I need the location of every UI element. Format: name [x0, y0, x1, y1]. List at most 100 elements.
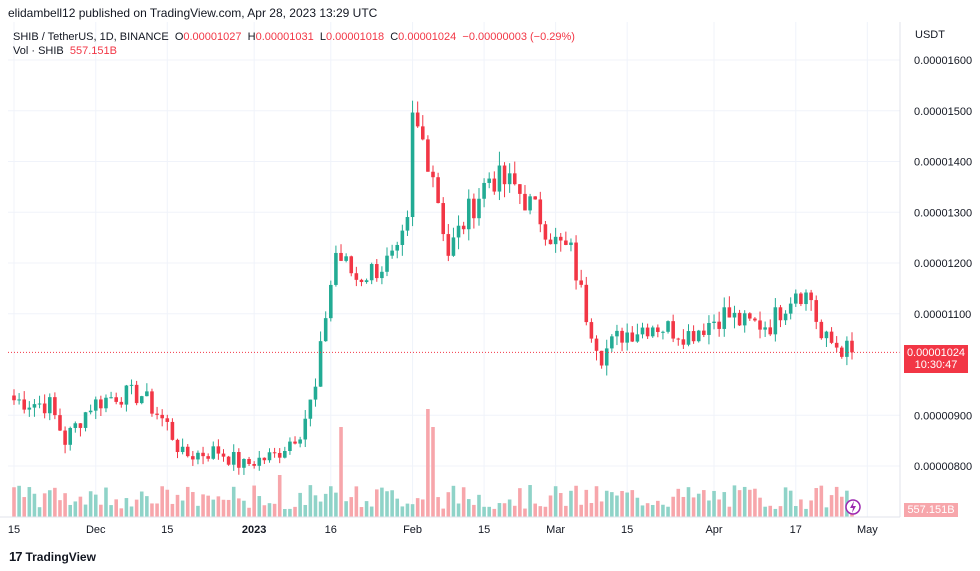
candle-body	[349, 256, 354, 274]
published-caption: elidambell12 published on TradingView.co…	[8, 6, 378, 20]
candle-body	[615, 330, 619, 337]
candle-body	[466, 198, 471, 230]
volume-bar	[420, 499, 425, 517]
candle-body	[472, 198, 476, 219]
candle-body	[696, 330, 701, 342]
candle-body	[298, 439, 302, 444]
candle-body	[758, 320, 762, 330]
tradingview-logo-icon: 17	[9, 549, 23, 564]
grid-lines	[8, 22, 900, 517]
candle-body	[58, 415, 62, 431]
candle-body	[625, 332, 629, 343]
volume-bar	[206, 495, 210, 517]
candle-body	[553, 236, 558, 245]
brand-name: TradingView	[25, 549, 96, 564]
time-tick-label: Mar	[546, 524, 565, 536]
volume-bar	[17, 485, 21, 517]
volume-bar	[364, 501, 369, 517]
volume-bar	[620, 490, 624, 517]
candle-body	[267, 452, 272, 461]
candle-body	[589, 322, 594, 339]
candlesticks	[12, 100, 854, 475]
tradingview-brand[interactable]: 17 TradingView	[9, 549, 96, 564]
candle-body	[829, 331, 834, 343]
volume-bar	[242, 500, 246, 517]
candle-body	[630, 332, 635, 342]
legend-change: −0.00000003 (−0.29%)	[462, 31, 575, 43]
volume-bar	[650, 504, 655, 517]
candle-body	[538, 199, 543, 225]
candle-body	[451, 237, 456, 256]
candle-body	[753, 318, 757, 321]
volume-bar	[492, 508, 497, 517]
volume-bar	[323, 493, 328, 517]
volume-bar	[707, 500, 711, 517]
candle-body	[717, 321, 721, 329]
candle-body	[27, 407, 32, 410]
volume-bar	[461, 487, 466, 517]
candle-body	[456, 225, 461, 238]
current-price-value: 0.00001024	[906, 347, 966, 359]
volume-bar	[666, 506, 670, 517]
volume-bar	[237, 498, 241, 517]
volume-bar	[114, 499, 118, 517]
volume-bar	[37, 507, 42, 517]
candle-body	[395, 244, 400, 251]
candle-body	[104, 397, 108, 409]
candle-body	[364, 280, 369, 283]
volume-bar	[318, 501, 323, 517]
volume-bar	[722, 492, 727, 517]
candle-body	[109, 397, 113, 399]
candle-body	[737, 312, 742, 326]
candle-body	[242, 458, 246, 468]
candle-body	[528, 196, 532, 211]
volume-bar	[543, 506, 548, 517]
candle-body	[804, 292, 808, 305]
legend-volume-label[interactable]: Vol · SHIB	[13, 45, 64, 57]
volume-bar	[68, 504, 72, 517]
volume-bar	[763, 506, 767, 517]
candle-body	[180, 446, 185, 453]
candle-body	[155, 413, 159, 415]
volume-bar	[737, 490, 742, 517]
volume-bar	[109, 505, 113, 517]
candle-body	[850, 340, 854, 353]
volume-bar	[625, 492, 629, 517]
candle-body	[12, 395, 16, 401]
volume-bar	[349, 497, 354, 517]
time-tick-label: Dec	[86, 524, 106, 536]
candle-body	[53, 397, 57, 416]
candle-body	[359, 279, 364, 283]
volume-bar	[604, 490, 609, 517]
volume-bar	[839, 496, 844, 517]
candle-body	[742, 313, 747, 326]
candle-body	[119, 401, 124, 405]
currency-label[interactable]: USDT	[915, 29, 945, 41]
volume-bar	[216, 496, 221, 517]
candle-body	[824, 331, 829, 339]
volume-bar	[308, 485, 313, 517]
lightning-bolt-icon	[850, 501, 856, 513]
volume-bar	[696, 493, 701, 517]
candle-body	[420, 126, 425, 140]
volume-bar	[354, 486, 359, 517]
legend-open-label: O	[174, 31, 184, 43]
candle-body	[645, 327, 650, 337]
candle-body	[283, 450, 287, 458]
candle-body	[99, 399, 103, 409]
volume-bar	[564, 505, 568, 517]
volume-bar	[339, 427, 343, 517]
candle-body	[507, 173, 512, 185]
candle-body	[809, 292, 813, 301]
volume-bar	[533, 503, 537, 517]
time-tick-label: 15	[8, 524, 20, 536]
candle-body	[533, 196, 537, 200]
candle-body	[783, 313, 788, 321]
volume-bar	[589, 503, 594, 517]
legend-symbol[interactable]: SHIB / TetherUS, 1D, BINANCE	[13, 31, 169, 43]
volume-bar	[27, 487, 32, 517]
volume-bar	[645, 503, 650, 517]
volume-bar	[431, 427, 435, 517]
candle-body	[323, 318, 328, 342]
